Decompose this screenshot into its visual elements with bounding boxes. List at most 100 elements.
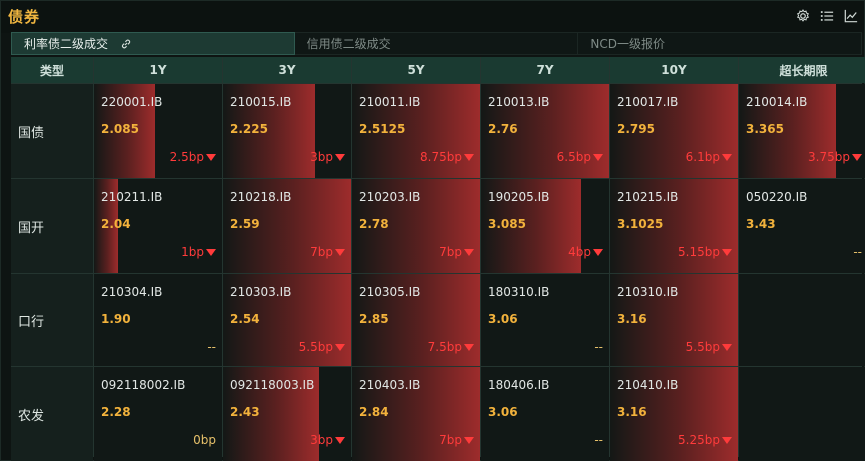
heat-bar (94, 84, 156, 178)
heat-bar (223, 84, 316, 178)
bond-cell[interactable]: 050220.IB 3.43 -- (739, 179, 865, 273)
title-bar: 债券 (1, 1, 864, 33)
yield-change: 3bp (310, 150, 345, 164)
bond-yield: 2.54 (230, 312, 260, 326)
bond-yield: 2.225 (230, 122, 268, 136)
bond-cell[interactable]: 210215.IB 3.1025 5.15bp (610, 179, 738, 273)
bond-cell[interactable]: 210015.IB 2.225 3bp (223, 84, 351, 178)
bond-grid: 类型 1Y 3Y 5Y 7Y 10Y 超长期限 国债 220001.IB 2.085… (11, 57, 865, 461)
down-arrow-icon (335, 153, 345, 161)
bond-yield: 1.90 (101, 312, 131, 326)
bond-cell[interactable]: 210305.IB 2.85 7.5bp (352, 274, 480, 366)
heat-bar (352, 274, 480, 366)
bond-cell[interactable]: 210410.IB 3.16 5.25bp (610, 367, 738, 461)
heat-bar (94, 179, 119, 273)
change-value: 0bp (193, 433, 216, 447)
yield-change: 6.5bp (557, 150, 603, 164)
heat-bar (610, 274, 738, 366)
change-value: 5.15bp (678, 245, 720, 259)
tab-ncd[interactable]: NCD一级报价 (578, 32, 863, 55)
change-value: 3bp (310, 433, 333, 447)
bond-cell[interactable]: 210017.IB 2.795 6.1bp (610, 84, 738, 178)
empty-cell (739, 367, 865, 461)
bond-code: 050220.IB (746, 190, 808, 204)
toolbar-icons (796, 9, 858, 23)
down-arrow-icon (206, 248, 216, 256)
bond-cell[interactable]: 210211.IB 2.04 1bp (94, 179, 222, 273)
bond-code: 210203.IB (359, 190, 421, 204)
bond-cell[interactable]: 210218.IB 2.59 7bp (223, 179, 351, 273)
bond-yield: 3.365 (746, 122, 784, 136)
change-value: 4bp (568, 245, 591, 259)
down-arrow-icon (722, 153, 732, 161)
yield-change: 4bp (568, 245, 603, 259)
heat-bar (481, 179, 581, 273)
bond-cell[interactable]: 210013.IB 2.76 6.5bp (481, 84, 609, 178)
type-header: 类型 (11, 57, 93, 83)
heat-bar (223, 274, 351, 366)
bond-cell[interactable]: 220001.IB 2.085 2.5bp (94, 84, 222, 178)
change-value: 7bp (439, 433, 462, 447)
down-arrow-icon (722, 436, 732, 444)
column-header: 7Y (481, 57, 609, 83)
bond-yield: 2.84 (359, 405, 389, 419)
heat-bar (739, 84, 836, 178)
bond-cell[interactable]: 180406.IB 3.06 -- (481, 367, 609, 461)
yield-change: 3.75bp (808, 150, 862, 164)
bond-yield: 2.85 (359, 312, 389, 326)
bond-yield: 2.5125 (359, 122, 406, 136)
change-value: 3.75bp (808, 150, 850, 164)
column-header: 10Y (610, 57, 738, 83)
bond-code: 210017.IB (617, 95, 679, 109)
bond-code: 210014.IB (746, 95, 808, 109)
bond-yield: 3.43 (746, 217, 776, 231)
gear-icon[interactable] (796, 9, 810, 23)
bond-cell[interactable]: 180310.IB 3.06 -- (481, 274, 609, 366)
bond-cell[interactable]: 210403.IB 2.84 7bp (352, 367, 480, 461)
yield-change: 1bp (181, 245, 216, 259)
change-value: 7bp (439, 245, 462, 259)
bond-code: 210015.IB (230, 95, 292, 109)
change-value: 5.5bp (685, 340, 720, 354)
line-chart-icon[interactable] (844, 9, 858, 23)
bond-cell[interactable]: 092118002.IB 2.28 0bp (94, 367, 222, 461)
yield-change: 7bp (310, 245, 345, 259)
bond-yield: 2.04 (101, 217, 131, 231)
row-header: 国开 (11, 179, 93, 273)
heat-bar (352, 367, 480, 461)
bond-yield: 2.76 (488, 122, 518, 136)
bond-cell[interactable]: 190205.IB 3.085 4bp (481, 179, 609, 273)
list-icon[interactable] (820, 9, 834, 23)
tab-credit-bond[interactable]: 信用债二级成交 (294, 32, 579, 55)
bond-cell[interactable]: 210303.IB 2.54 5.5bp (223, 274, 351, 366)
bond-yield: 3.085 (488, 217, 526, 231)
bond-code: 180310.IB (488, 285, 550, 299)
change-value: 5.5bp (298, 340, 333, 354)
bond-code: 210011.IB (359, 95, 421, 109)
bond-code: 210215.IB (617, 190, 679, 204)
bond-code: 210013.IB (488, 95, 550, 109)
yield-change: 2.5bp (170, 150, 216, 164)
tab-label: 信用债二级成交 (306, 37, 391, 51)
bond-yield: 3.06 (488, 312, 518, 326)
tab-rate-bond[interactable]: 利率债二级成交 (11, 32, 295, 55)
heat-bar (223, 179, 351, 273)
bond-cell[interactable]: 092118003.IB 2.43 3bp (223, 367, 351, 461)
heat-bar (352, 179, 480, 273)
bond-cell[interactable]: 210304.IB 1.90 -- (94, 274, 222, 366)
link-icon[interactable] (120, 38, 132, 50)
bond-cell[interactable]: 210310.IB 3.16 5.5bp (610, 274, 738, 366)
heat-bar (481, 84, 609, 178)
bond-yield: 3.16 (617, 312, 647, 326)
row-header: 农发 (11, 367, 93, 461)
bond-cell[interactable]: 210014.IB 3.365 3.75bp (739, 84, 865, 178)
heat-bar (352, 84, 480, 178)
down-arrow-icon (593, 153, 603, 161)
down-arrow-icon (722, 343, 732, 351)
bond-yield: 3.06 (488, 405, 518, 419)
change-value: 2.5bp (169, 150, 204, 164)
bond-code: 092118003.IB (230, 378, 315, 392)
bond-cell[interactable]: 210011.IB 2.5125 8.75bp (352, 84, 480, 178)
bond-cell[interactable]: 210203.IB 2.78 7bp (352, 179, 480, 273)
down-arrow-icon (335, 248, 345, 256)
